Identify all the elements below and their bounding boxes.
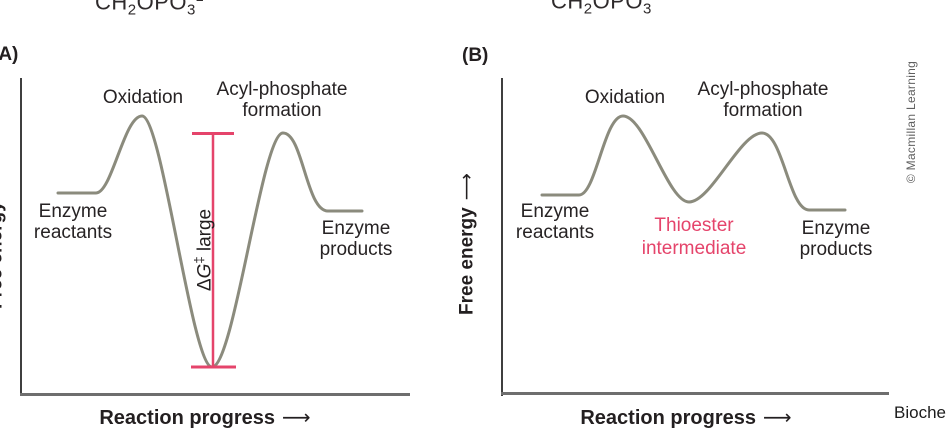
right-arrow: ⟶ — [281, 407, 311, 429]
panel-a-x-axis-label: Reaction progress ⟶ — [99, 407, 311, 429]
panel-b-enzyme-products-label: Enzyme products — [799, 218, 873, 260]
panel-b-energy-curve — [540, 114, 847, 212]
right-arrow: ⟶ — [762, 407, 792, 429]
panel-a-oxidation-label: Oxidation — [102, 87, 184, 108]
panel-b-x-axis-label: Reaction progress ⟶ — [580, 407, 792, 429]
thioester-intermediate-label: Thioester intermediate — [641, 215, 747, 259]
formula-ch2opo3-left: CH2OPO32− — [95, 0, 212, 19]
panel-a-enzyme-reactants-label: Enzyme reactants — [33, 201, 113, 243]
panel-b-acyl-phosphate-label: Acyl-phosphate formation — [697, 79, 829, 121]
panel-b-tag: (B) — [462, 45, 489, 66]
panel-a-acyl-phosphate-label: Acyl-phosphate formation — [216, 79, 348, 121]
caption-fragment: Bioche — [894, 403, 946, 422]
up-arrow: ⟶ — [0, 167, 7, 194]
formula-ch2opo3-right: CH2OPO32− — [551, 0, 668, 18]
panel-b-enzyme-reactants-label: Enzyme reactants — [515, 201, 595, 243]
panel-a-tag: (A) — [0, 44, 19, 65]
delta-g-large-label: ΔG‡ large — [191, 208, 216, 292]
panel-a-y-axis-label: Free energy⟶ — [0, 167, 8, 309]
publisher-credit: © Macmillan Learning — [904, 60, 918, 184]
up-arrow: ⟶ — [456, 173, 478, 201]
panel-b-y-axis-label: Free energy⟶ — [456, 173, 478, 315]
panel-b-oxidation-label: Oxidation — [584, 87, 666, 108]
panel-a-enzyme-products-label: Enzyme products — [319, 218, 393, 260]
